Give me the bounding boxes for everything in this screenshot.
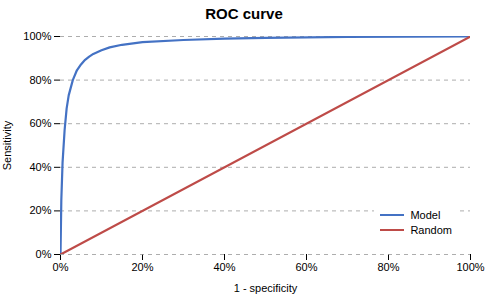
html-text:Random: Random [410, 224, 452, 236]
svg-text:80%: 80% [377, 261, 399, 273]
svg-text:60%: 60% [295, 261, 317, 273]
svg-text:100%: 100% [456, 261, 484, 273]
svg-text:1 - specificity: 1 - specificity [234, 282, 298, 294]
html-text:ROC curve: ROC curve [205, 5, 283, 22]
html-text:Model: Model [410, 209, 441, 221]
svg-text:40%: 40% [213, 261, 235, 273]
svg-text:80%: 80% [29, 74, 51, 86]
svg-text:0%: 0% [36, 248, 52, 260]
svg-text:0%: 0% [53, 261, 69, 273]
svg-text:40%: 40% [29, 161, 51, 173]
svg-text:20%: 20% [29, 204, 51, 216]
svg-text:100%: 100% [23, 30, 51, 42]
svg-text:20%: 20% [131, 261, 153, 273]
svg-text:Sensitivity: Sensitivity [1, 120, 13, 170]
svg-text:60%: 60% [29, 117, 51, 129]
